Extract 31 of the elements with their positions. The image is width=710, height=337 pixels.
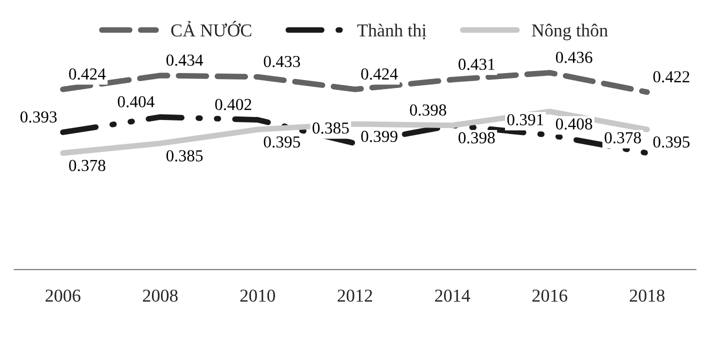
legend-label: CẢ NƯỚC <box>171 20 252 37</box>
data-label: 0.424 <box>69 68 106 80</box>
legend-label: Nông thôn <box>532 24 608 40</box>
data-label: 0.424 <box>361 68 398 80</box>
data-label: 0.398 <box>458 132 495 144</box>
data-label: 0.378 <box>604 132 641 144</box>
data-label: 0.393 <box>20 111 57 123</box>
x-tick-label: 2018 <box>630 290 664 302</box>
data-label: 0.433 <box>264 56 300 68</box>
data-label: 0.431 <box>458 58 494 70</box>
data-label: 0.395 <box>264 136 300 148</box>
data-label: 0.395 <box>653 136 690 148</box>
data-label: 0.398 <box>410 104 446 116</box>
x-tick-label: 2008 <box>142 290 178 302</box>
x-tick-label: 2010 <box>240 290 275 302</box>
data-label: 0.422 <box>653 71 690 82</box>
data-label: 0.434 <box>166 54 204 66</box>
data-label: 0.385 <box>166 150 203 162</box>
data-label: 0.402 <box>215 98 252 110</box>
legend-label: Thành thị <box>357 24 426 40</box>
data-label: 0.404 <box>118 96 154 108</box>
data-label: 0.399 <box>361 130 398 142</box>
data-label: 0.436 <box>556 52 592 64</box>
data-label: 0.408 <box>556 118 592 130</box>
x-tick-label: 2012 <box>338 290 372 302</box>
x-tick-label: 2016 <box>532 290 568 302</box>
x-tick-label: 2006 <box>46 290 80 302</box>
x-tick-label: 2014 <box>435 290 470 302</box>
data-label: 0.385 <box>312 122 349 134</box>
data-label: 0.391 <box>507 114 544 126</box>
data-label: 0.378 <box>69 160 106 172</box>
